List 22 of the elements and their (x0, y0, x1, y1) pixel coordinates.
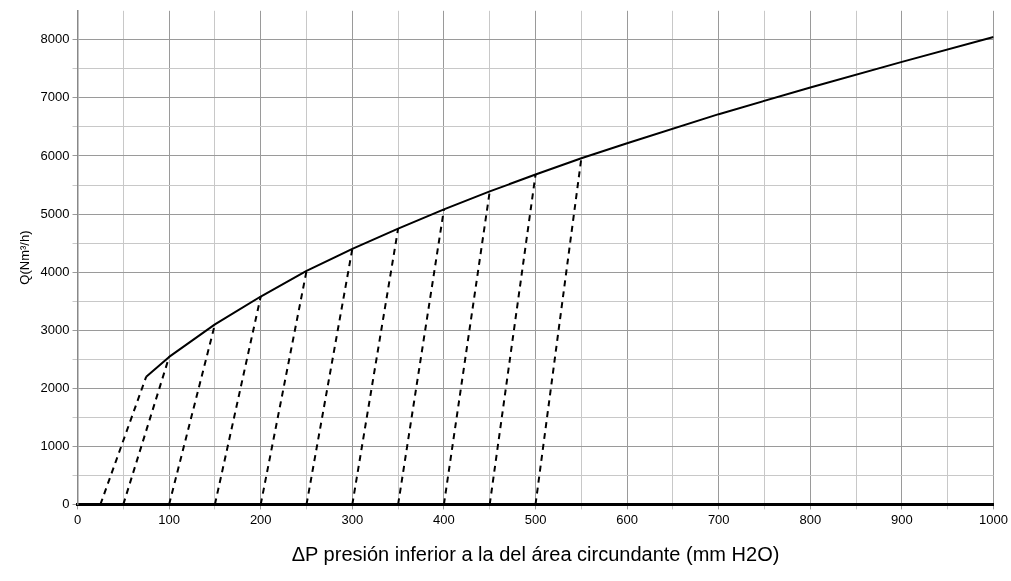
y-tick-label: 0 (62, 495, 70, 511)
y-tick-label: 8000 (40, 31, 70, 47)
x-tick-label: 1000 (979, 511, 1008, 527)
x-axis-title: ΔP presión inferior a la del área circundante (mm H2O) (291, 542, 780, 565)
y-axis-title: Q(Nm³/h) (17, 230, 33, 285)
x-tick-label: 600 (616, 511, 638, 527)
x-tick-label: 100 (158, 511, 180, 527)
y-tick-label: 4000 (40, 263, 70, 279)
x-tick-label: 300 (341, 511, 364, 527)
y-tick-label: 3000 (40, 321, 70, 337)
x-tick-label: 500 (524, 511, 547, 527)
x-tick-label: 0 (73, 511, 82, 527)
y-tick-label: 1000 (40, 437, 70, 453)
y-tick-label: 6000 (40, 147, 70, 163)
y-tick-label: 7000 (40, 89, 70, 105)
y-tick-label: 2000 (40, 379, 70, 395)
x-tick-label: 200 (249, 511, 272, 527)
x-tick-label: 400 (433, 511, 455, 527)
y-tick-label: 5000 (40, 205, 70, 221)
x-tick-label: 900 (891, 511, 913, 527)
x-tick-label: 700 (707, 511, 730, 527)
x-tick-label: 800 (799, 511, 822, 527)
